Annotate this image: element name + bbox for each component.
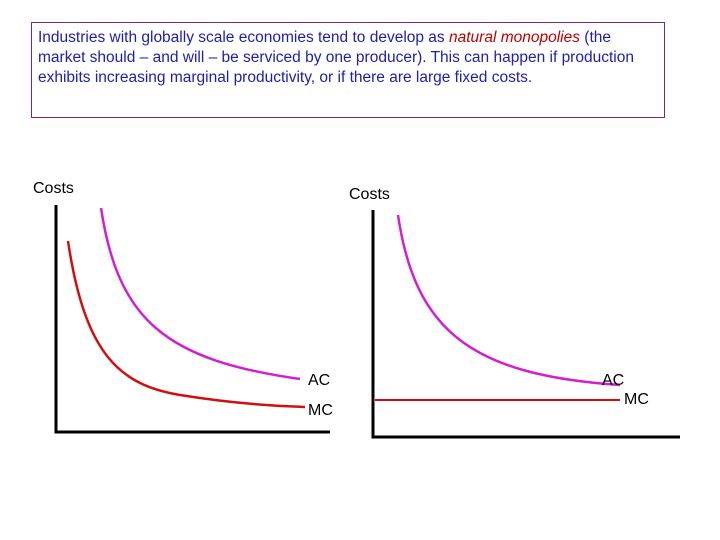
- left-ac-curve: [99, 207, 301, 381]
- caption-term-monopolies: monopolies: [500, 29, 580, 46]
- right-y-axis-label: Costs: [349, 186, 390, 203]
- left-ac-label: AC: [308, 372, 331, 389]
- right-ac-curve: [396, 214, 621, 387]
- caption-box: Industries with globally scale economies…: [31, 22, 665, 118]
- caption-term-natural: natural: [449, 29, 497, 46]
- left-axes: [54, 205, 330, 434]
- left-mc-curve: [66, 240, 306, 409]
- caption-text-1: Industries with globally scale economies…: [38, 29, 449, 46]
- right-axes: [371, 210, 680, 439]
- left-mc-label: MC: [308, 402, 333, 419]
- left-y-axis-label: Costs: [33, 180, 74, 197]
- right-mc-label: MC: [624, 391, 649, 408]
- right-ac-label: AC: [602, 372, 625, 389]
- caption-text-2: (the market should – and will – be servi…: [38, 29, 634, 86]
